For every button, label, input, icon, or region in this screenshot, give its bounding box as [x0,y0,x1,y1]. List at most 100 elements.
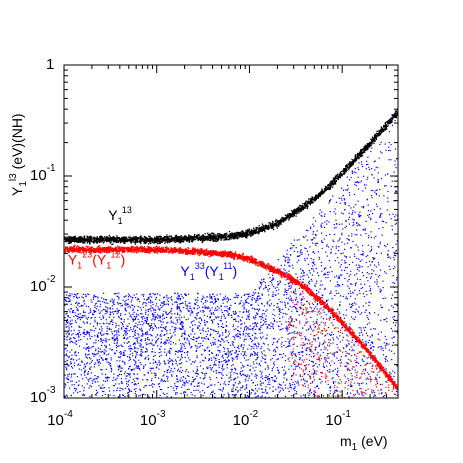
blue-point [359,265,361,267]
blue-point [104,309,106,311]
blue-point [348,264,350,266]
blue-point [202,311,204,313]
red-point [290,298,292,300]
blue-point [321,215,323,217]
blue-point [108,377,110,379]
blue-point [90,310,92,312]
blue-point [294,368,296,370]
blue-point [208,350,210,352]
blue-point [265,355,267,357]
blue-point [362,305,364,307]
blue-point [261,353,263,355]
red-point [325,378,327,380]
blue-point [313,335,315,337]
blue-point [134,343,136,345]
blue-point [191,394,193,396]
blue-point [146,332,148,334]
blue-point [147,337,149,339]
blue-point [99,322,101,325]
blue-point [206,296,208,298]
blue-point [235,334,237,336]
blue-point [259,329,261,331]
blue-point [339,341,341,343]
blue-point [302,275,304,277]
red-point [316,353,318,355]
blue-point [68,334,70,336]
blue-point [255,301,257,303]
blue-point [142,335,144,337]
blue-point [310,226,312,228]
blue-point [370,231,372,233]
blue-point [380,151,382,153]
blue-point [243,307,245,309]
blue-point [132,335,134,338]
blue-point [115,310,117,312]
blue-point [219,334,221,336]
blue-point [183,316,185,318]
blue-point [293,372,295,374]
blue-point [179,319,181,321]
blue-point [213,344,215,346]
blue-point [186,360,188,362]
blue-point [75,321,77,324]
blue-point [342,252,344,254]
blue-point [324,287,326,289]
blue-point [356,181,358,183]
blue-point [236,373,239,375]
red-point [354,353,356,355]
blue-point [211,307,213,309]
blue-point [127,384,130,386]
blue-point [304,373,306,375]
blue-point [151,380,153,382]
blue-point [128,368,130,370]
blue-point [202,303,204,305]
blue-point [166,353,168,355]
blue-point [375,221,377,223]
blue-point [70,338,72,340]
blue-point [91,317,93,319]
blue-point [322,318,324,320]
blue-point [132,309,134,311]
blue-point [304,247,306,249]
blue-point [96,324,98,326]
blue-point [154,318,156,320]
blue-point [196,315,198,317]
blue-point [93,298,95,300]
blue-point [339,202,341,204]
blue-point [283,272,285,274]
blue-point [332,246,334,248]
blue-point [116,350,118,352]
blue-point [264,379,267,382]
blue-point [197,337,199,339]
blue-point [157,317,159,319]
blue-point [290,365,292,367]
blue-point [241,393,243,395]
blue-point [145,305,147,307]
blue-point [313,373,315,375]
blue-point [284,269,286,271]
blue-point [141,330,143,332]
black-point [129,238,132,241]
blue-point [255,366,257,368]
blue-point [178,306,180,309]
blue-point [246,391,248,393]
blue-point [263,391,265,394]
blue-point [309,272,311,274]
blue-point [276,286,278,288]
blue-point [180,377,182,379]
blue-point [364,368,366,370]
blue-point [301,299,303,301]
blue-point [268,377,271,380]
red-point [292,348,294,350]
blue-point [324,324,326,326]
blue-point [265,320,267,323]
blue-point [203,310,205,312]
blue-point [64,354,66,356]
blue-point [289,299,291,301]
blue-point [105,302,107,304]
blue-point [306,353,308,355]
blue-point [95,350,97,352]
blue-point [131,352,133,354]
blue-point [135,361,137,363]
red-point [321,330,323,332]
